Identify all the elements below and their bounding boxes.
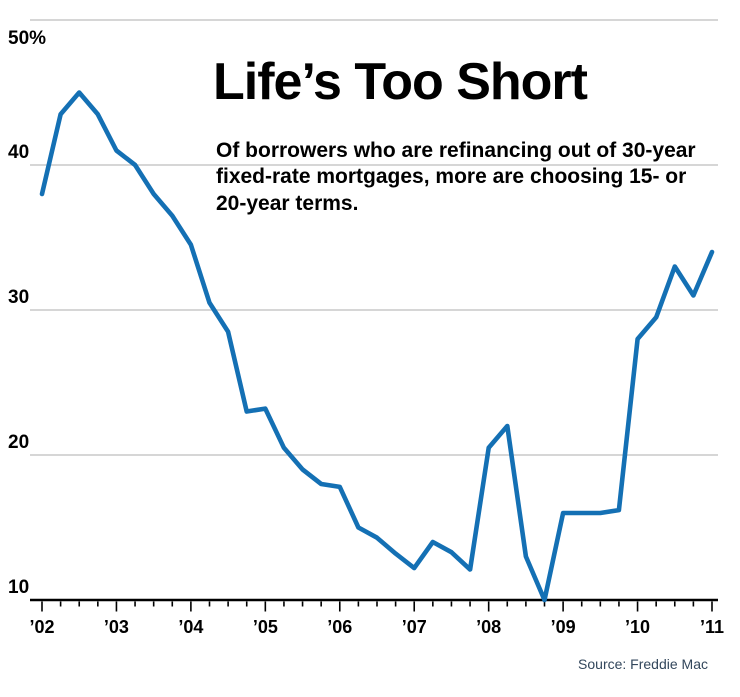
- x-axis-label: ’04: [178, 617, 203, 637]
- y-axis-label: 20: [8, 432, 29, 453]
- x-axis-label: ’06: [327, 617, 352, 637]
- x-axis-label: ’10: [625, 617, 650, 637]
- x-axis-label: ’02: [29, 617, 54, 637]
- x-axis-label: ’07: [402, 617, 427, 637]
- axis-layer: [30, 598, 718, 612]
- y-axis-label: 40: [8, 142, 29, 163]
- data-line: [39, 90, 715, 603]
- x-axis-label: ’05: [253, 617, 278, 637]
- label-layer: 50% 40 30 20 10’02 ’03 ’04 ’05 ’06 ’07 ’08 ’09 ’10 ’1…: [8, 28, 724, 637]
- chart-subtitle: Of borrowers who are refinancing out of …: [216, 139, 696, 215]
- x-axis-label: ’08: [476, 617, 501, 637]
- series-layer: [39, 90, 715, 603]
- y-axis-label: 30: [8, 287, 29, 308]
- y-axis-label: 50%: [8, 28, 46, 49]
- chart-title: Life’s Too Short: [213, 53, 588, 111]
- source-note: Source: Freddie Mac: [578, 656, 708, 672]
- y-axis-label: 10: [8, 577, 29, 598]
- x-axis-label: ’11: [700, 617, 724, 637]
- x-axis-label: ’09: [551, 617, 576, 637]
- x-axis-label: ’03: [104, 617, 129, 637]
- grid-layer: [30, 19, 718, 456]
